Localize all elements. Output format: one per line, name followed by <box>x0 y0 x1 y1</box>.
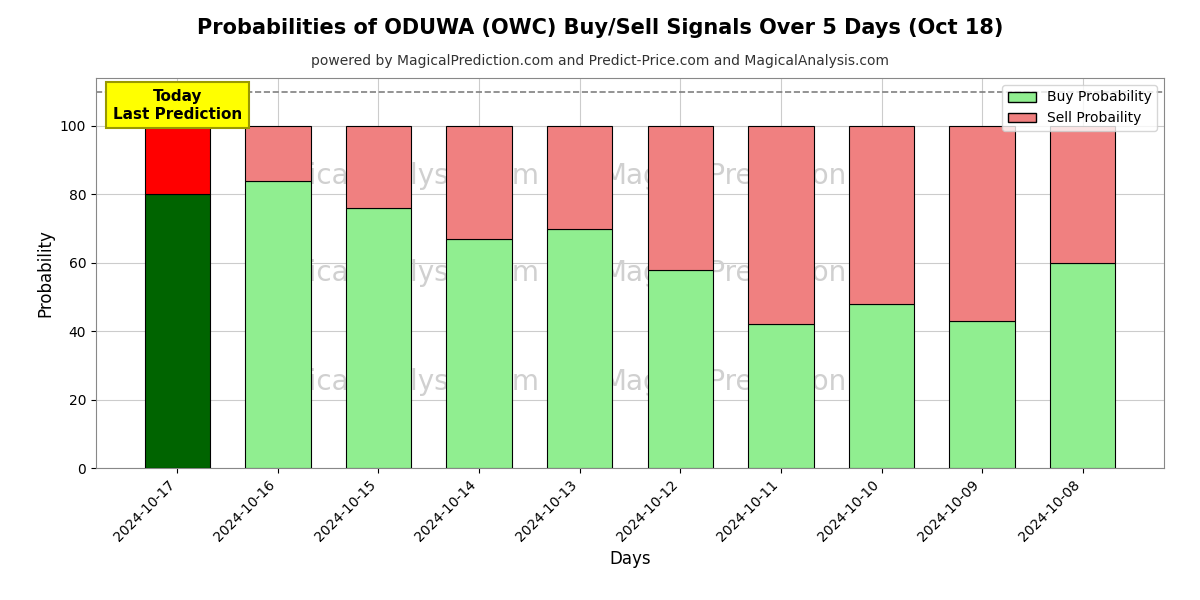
Bar <box>1050 263 1116 468</box>
Bar <box>547 229 612 468</box>
Text: Today
Last Prediction: Today Last Prediction <box>113 89 242 122</box>
Bar <box>144 194 210 468</box>
Bar <box>848 304 914 468</box>
Bar <box>1050 126 1116 263</box>
Text: MagicalAnalysis.com: MagicalAnalysis.com <box>251 259 540 287</box>
Bar <box>446 126 511 239</box>
Bar <box>949 321 1015 468</box>
Text: Probabilities of ODUWA (OWC) Buy/Sell Signals Over 5 Days (Oct 18): Probabilities of ODUWA (OWC) Buy/Sell Si… <box>197 18 1003 38</box>
Bar <box>245 126 311 181</box>
Bar <box>648 269 713 468</box>
Text: MagicalAnalysis.com: MagicalAnalysis.com <box>251 161 540 190</box>
Bar <box>446 239 511 468</box>
Bar <box>144 126 210 194</box>
Text: MagicalAnalysis.com: MagicalAnalysis.com <box>251 368 540 396</box>
X-axis label: Days: Days <box>610 550 650 568</box>
Bar <box>346 126 412 208</box>
Y-axis label: Probability: Probability <box>36 229 54 317</box>
Text: MagicalPrediction.com: MagicalPrediction.com <box>602 161 914 190</box>
Text: powered by MagicalPrediction.com and Predict-Price.com and MagicalAnalysis.com: powered by MagicalPrediction.com and Pre… <box>311 54 889 68</box>
Bar <box>848 126 914 304</box>
Bar <box>547 126 612 229</box>
Legend: Buy Probability, Sell Probaility: Buy Probability, Sell Probaility <box>1002 85 1157 131</box>
Bar <box>949 126 1015 321</box>
Text: MagicalPrediction.com: MagicalPrediction.com <box>602 368 914 396</box>
Bar <box>648 126 713 269</box>
Bar <box>749 126 814 325</box>
Bar <box>245 181 311 468</box>
Bar <box>749 325 814 468</box>
Text: MagicalPrediction.com: MagicalPrediction.com <box>602 259 914 287</box>
Bar <box>346 208 412 468</box>
